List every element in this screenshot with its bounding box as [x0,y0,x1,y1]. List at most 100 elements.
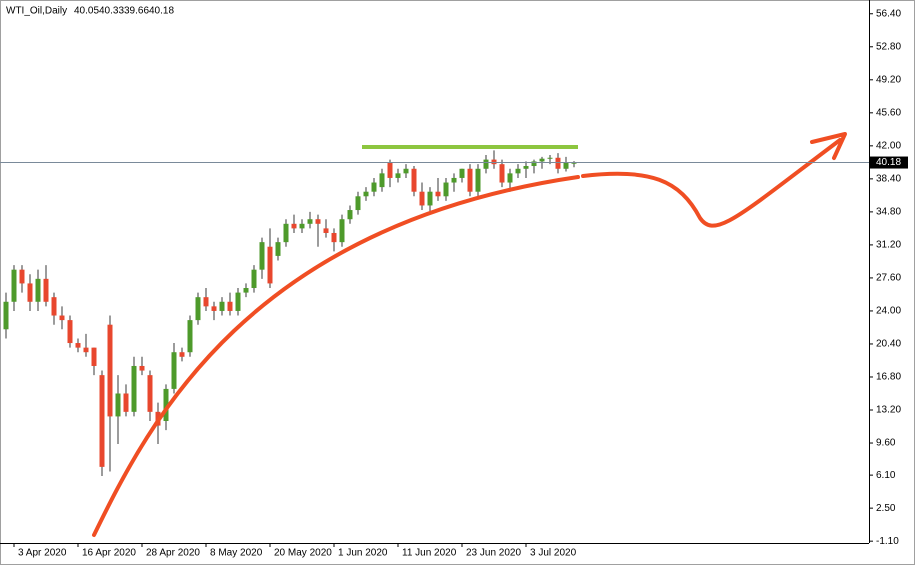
candle-body [403,168,409,174]
candle-body [563,162,569,169]
x-tick-label: 23 Jun 2020 [466,548,521,559]
candle-body [539,158,545,162]
x-tick-label: 1 Jun 2020 [338,548,388,559]
candle-body [491,159,497,165]
candle-body [307,219,313,224]
candle-body [27,283,33,302]
y-tick-label: 49.20 [876,74,901,85]
candle-body [515,168,521,174]
y-tick-label: 45.60 [876,107,901,118]
candle-body [91,347,97,366]
candle-body [443,182,449,197]
x-tick-label: 20 May 2020 [274,548,332,559]
y-tick-label: -1.10 [876,536,899,547]
candle-body [131,365,137,412]
last-price-label: 40.18 [876,157,901,168]
x-tick-label: 8 May 2020 [210,548,263,559]
y-tick-label: 27.60 [876,273,901,284]
forecast-arrow [581,138,842,228]
header-value: 40.33 [99,6,124,17]
candle-body [419,191,425,206]
candle-body [187,320,193,353]
y-tick-label: 56.40 [876,8,901,19]
header-value: 40.18 [149,6,174,17]
candle-body [555,157,561,169]
trend-curve [92,175,580,537]
candle-body [467,168,473,192]
x-tick-label: 11 Jun 2020 [402,548,457,559]
candle-body [115,393,121,417]
y-tick-label: 34.80 [876,207,901,218]
header-value: 39.66 [124,6,149,17]
candle-body [83,347,89,353]
candle-body [331,232,337,243]
x-tick-label: 3 Apr 2020 [18,548,67,559]
candle-body [499,164,505,183]
candle-body [203,297,209,307]
candle-body [139,365,145,371]
candle-body [75,343,81,348]
candle-body [147,375,153,412]
candle-body [299,223,305,229]
candle-body [179,352,185,357]
arrow-head [810,132,847,160]
y-tick-label: 52.80 [876,41,901,52]
candle-body [475,168,481,192]
candle-body [267,246,273,284]
candle-body [363,191,369,197]
y-tick-label: 2.50 [876,503,896,514]
candle-body [259,242,265,270]
candle-body [507,173,513,183]
candle-body [3,301,9,330]
candle-body [371,182,377,192]
candle-body [347,210,353,220]
candle-body [251,269,257,289]
candle-body [171,352,177,389]
candle-body [195,297,201,321]
y-tick-label: 42.00 [876,140,901,151]
candle-body [395,173,401,178]
candle-body [571,162,577,164]
candle-body [451,177,457,183]
candle-body [19,269,25,284]
candle-body [427,191,433,206]
candle-body [59,315,65,321]
candle-body [227,301,233,311]
chart-title: WTI_Oil,Daily [6,6,67,17]
y-tick-label: 6.10 [876,470,896,481]
candle-body [123,393,129,412]
candle-body [107,324,113,417]
candle-body [315,219,321,224]
header-value: 40.05 [74,6,99,17]
candle-body [283,223,289,243]
plot [3,150,577,477]
candle-body [211,306,217,311]
candle-body [51,297,57,316]
candle-body [43,278,49,302]
y-tick-label: 24.00 [876,306,901,317]
y-tick-label: 13.20 [876,405,901,416]
candle-body [523,166,529,169]
candle-body [339,219,345,243]
candle-body [67,320,73,344]
y-tick-label: 9.60 [876,438,896,449]
y-tick-label: 20.40 [876,339,901,350]
candle-body [275,242,281,256]
candle-body [435,191,441,197]
candle-body [483,159,489,169]
candle-body [235,292,241,311]
y-tick-label: 31.20 [876,240,901,251]
candle-body [387,162,393,178]
candle-body [291,223,297,229]
candle-body [411,168,417,192]
candle-body [243,288,249,293]
candle-body [531,161,537,167]
candle-body [99,375,105,467]
candle-body [547,157,553,159]
last-price-box [870,156,908,169]
candle-body [379,173,385,188]
candle-body [11,269,17,302]
x-tick-label: 16 Apr 2020 [82,548,136,559]
y-tick-label: 38.40 [876,174,901,185]
